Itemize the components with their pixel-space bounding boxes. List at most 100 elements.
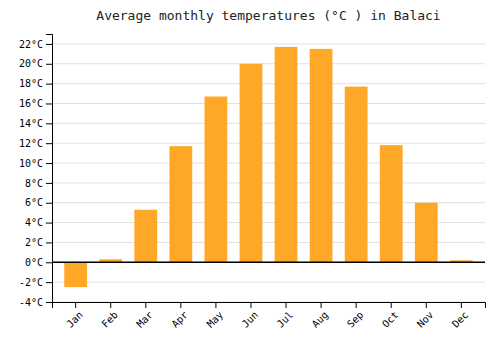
y-tick-mark xyxy=(46,84,52,85)
y-tick: 14°C xyxy=(19,118,52,129)
x-tick: Feb xyxy=(99,302,120,330)
x-tick-label: Oct xyxy=(380,309,401,330)
x-tick: Nov xyxy=(415,302,436,330)
x-tick-mark xyxy=(75,302,76,308)
y-tick: 16°C xyxy=(19,98,52,109)
y-tick-mark xyxy=(46,223,52,224)
bar xyxy=(310,49,333,262)
y-tick-mark xyxy=(46,123,52,124)
grid-line xyxy=(52,163,485,164)
x-tick-label: Feb xyxy=(99,309,120,330)
x-tick: Oct xyxy=(380,302,401,330)
x-tick-mark xyxy=(356,302,357,308)
y-tick-mark xyxy=(46,183,52,184)
y-tick-label: 22°C xyxy=(19,39,43,50)
bar xyxy=(275,47,298,262)
x-tick-label: Jun xyxy=(240,309,261,330)
x-tick-label: Jul xyxy=(275,309,296,330)
y-tick-label: 12°C xyxy=(19,138,43,149)
x-tick-label: Apr xyxy=(169,309,190,330)
grid xyxy=(52,44,485,302)
chart: -4°C -2°C 0°C 2°C 4°C 6°C 8°C 10°C 12°C 14°C 16°C 1… xyxy=(0,0,500,350)
bar xyxy=(415,203,438,263)
x-tick-label: Dec xyxy=(450,309,471,330)
grid-line xyxy=(52,103,485,104)
y-tick-mark xyxy=(46,163,52,164)
x-tick: Apr xyxy=(169,302,190,330)
x-tick-mark xyxy=(321,302,322,308)
x-tick-mark xyxy=(250,302,251,308)
y-tick: 2°C xyxy=(25,237,52,248)
x-tick-mark xyxy=(391,302,392,308)
y-tick: 18°C xyxy=(19,78,52,89)
y-tick-label: 4°C xyxy=(25,217,43,228)
x-tick-mark xyxy=(145,302,146,308)
y-tick-mark xyxy=(46,302,52,303)
grid-line xyxy=(52,43,485,44)
bars xyxy=(64,47,472,287)
bar xyxy=(64,262,87,287)
y-tick-mark xyxy=(46,143,52,144)
y-tick: 12°C xyxy=(19,138,52,149)
title: Average monthly temperatures (°C ) in Ba… xyxy=(96,8,440,23)
x-tick: May xyxy=(205,302,226,330)
y-tick: -4°C xyxy=(19,297,52,308)
x-tick-label: Mar xyxy=(134,309,155,330)
grid-line xyxy=(52,123,485,124)
y-tick-mark xyxy=(46,103,52,104)
grid-line xyxy=(52,262,485,263)
bar xyxy=(380,145,403,262)
y-tick-mark xyxy=(46,262,52,263)
x-axis-line xyxy=(53,303,486,309)
y-tick-label: 8°C xyxy=(25,178,43,189)
bar xyxy=(205,97,228,263)
x-tick: Sep xyxy=(345,302,366,330)
y-tick-label: 10°C xyxy=(19,158,43,169)
x-tick-label: Sep xyxy=(345,309,366,330)
x-tick-label: Jan xyxy=(64,309,85,330)
y-axis: -4°C -2°C 0°C 2°C 4°C 6°C 8°C 10°C 12°C 14°C 16°C 1… xyxy=(19,35,53,308)
x-tick: Jul xyxy=(275,302,296,330)
y-tick-label: 16°C xyxy=(19,98,43,109)
x-tick-label: Aug xyxy=(310,309,331,330)
grid-line xyxy=(52,63,485,64)
x-tick-label: May xyxy=(205,309,226,330)
y-tick-label: 0°C xyxy=(25,257,43,268)
y-tick-label: 14°C xyxy=(19,118,43,129)
y-tick-label: -2°C xyxy=(19,277,43,288)
grid-line xyxy=(52,83,485,84)
x-tick-mark xyxy=(180,302,181,308)
y-tick-mark xyxy=(46,282,52,283)
y-tick: 0°C xyxy=(25,257,52,268)
y-tick: -2°C xyxy=(19,277,52,288)
y-tick-label: 18°C xyxy=(19,78,43,89)
y-tick-label: -4°C xyxy=(19,297,43,308)
x-tick-mark xyxy=(426,302,427,308)
x-tick: Dec xyxy=(450,302,471,330)
plot: -4°C -2°C 0°C 2°C 4°C 6°C 8°C 10°C 12°C 14°C 16°C 1… xyxy=(19,35,486,330)
x-tick-label: Nov xyxy=(415,309,436,330)
y-tick-label: 2°C xyxy=(25,237,43,248)
zero-line xyxy=(52,262,485,264)
y-tick-mark xyxy=(46,44,52,45)
y-tick: 6°C xyxy=(25,197,52,208)
y-tick: 20°C xyxy=(19,58,52,69)
y-tick-mark xyxy=(46,64,52,65)
y-tick: 8°C xyxy=(25,178,52,189)
x-tick: Aug xyxy=(310,302,331,330)
x-tick: Mar xyxy=(134,302,155,330)
x-tick-mark xyxy=(461,302,462,308)
y-tick-mark xyxy=(46,203,52,204)
bar xyxy=(240,64,263,263)
grid-line xyxy=(52,182,485,183)
x-tick-mark xyxy=(110,302,111,308)
x-tick-mark xyxy=(286,302,287,308)
bar xyxy=(345,87,368,263)
bar xyxy=(169,146,192,262)
y-tick-label: 6°C xyxy=(25,197,43,208)
y-tick: 22°C xyxy=(19,39,52,50)
x-axis: Jan Feb Mar Apr May Jun Jul Aug Sep Oct Nov Dec xyxy=(53,302,486,330)
grid-line xyxy=(52,143,485,144)
x-tick-mark xyxy=(215,302,216,308)
x-tick: Jan xyxy=(64,302,85,330)
